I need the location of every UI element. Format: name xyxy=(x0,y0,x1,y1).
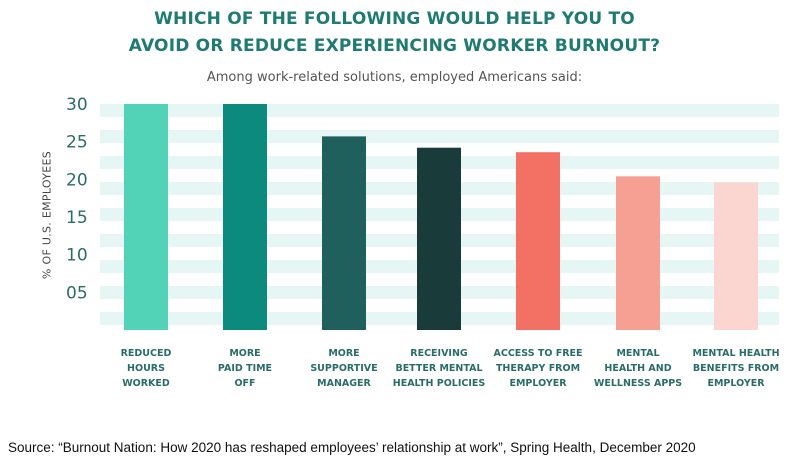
bar xyxy=(616,176,660,330)
bar xyxy=(516,152,560,330)
category-label: BENEFITS FROM xyxy=(693,363,779,374)
y-tick-label: 10 xyxy=(66,246,88,266)
category-label: SUPPORTIVE xyxy=(310,363,377,374)
category-label: REDUCED xyxy=(121,348,172,359)
category-label: EMPLOYER xyxy=(509,378,567,389)
category-label: MENTAL HEALTH xyxy=(692,348,779,359)
bar xyxy=(417,147,461,330)
bar xyxy=(223,104,267,330)
y-tick-label: 05 xyxy=(66,283,88,303)
category-label: EMPLOYER xyxy=(707,378,765,389)
chart-title-line-1: WHICH OF THE FOLLOWING WOULD HELP YOU TO xyxy=(154,9,635,29)
chart-title: WHICH OF THE FOLLOWING WOULD HELP YOU TO… xyxy=(0,6,789,60)
category-label: RECEIVING xyxy=(410,348,468,359)
category-label: HEALTH POLICIES xyxy=(393,378,486,389)
chart-subtitle: Among work-related solutions, employed A… xyxy=(206,70,583,85)
category-label: MANAGER xyxy=(317,378,371,389)
category-label: WORKED xyxy=(122,378,170,389)
grid-band xyxy=(100,104,779,117)
category-label: BETTER MENTAL xyxy=(395,363,482,374)
grid-band xyxy=(100,130,779,143)
category-label: ACCESS TO FREE xyxy=(494,348,583,359)
y-tick-labels: 30 25 20 15 10 05 xyxy=(66,95,88,303)
category-label: PAID TIME xyxy=(218,363,272,374)
y-tick-label: 30 xyxy=(66,95,88,115)
y-tick-label: 15 xyxy=(66,208,88,228)
category-label: HEALTH AND xyxy=(604,363,671,374)
category-label: WELLNESS APPS xyxy=(594,378,682,389)
category-label: MORE xyxy=(229,348,260,359)
bar xyxy=(714,182,758,330)
category-labels: REDUCED HOURS WORKED MORE PAID TIME OFF MORE SU… xyxy=(121,348,780,389)
bar xyxy=(322,136,366,330)
category-label: MENTAL xyxy=(616,348,659,359)
category-label: THERAPY FROM xyxy=(496,363,580,374)
bar xyxy=(124,104,168,330)
bars xyxy=(124,104,758,330)
category-label: OFF xyxy=(234,378,255,389)
y-tick-label: 25 xyxy=(66,133,88,153)
y-tick-label: 20 xyxy=(66,170,88,190)
chart-title-line-2: AVOID OR REDUCE EXPERIENCING WORKER BURN… xyxy=(128,36,661,56)
source-note: Source: “Burnout Nation: How 2020 has re… xyxy=(8,440,696,455)
category-label: MORE xyxy=(328,348,359,359)
category-label: HOURS xyxy=(127,363,165,374)
